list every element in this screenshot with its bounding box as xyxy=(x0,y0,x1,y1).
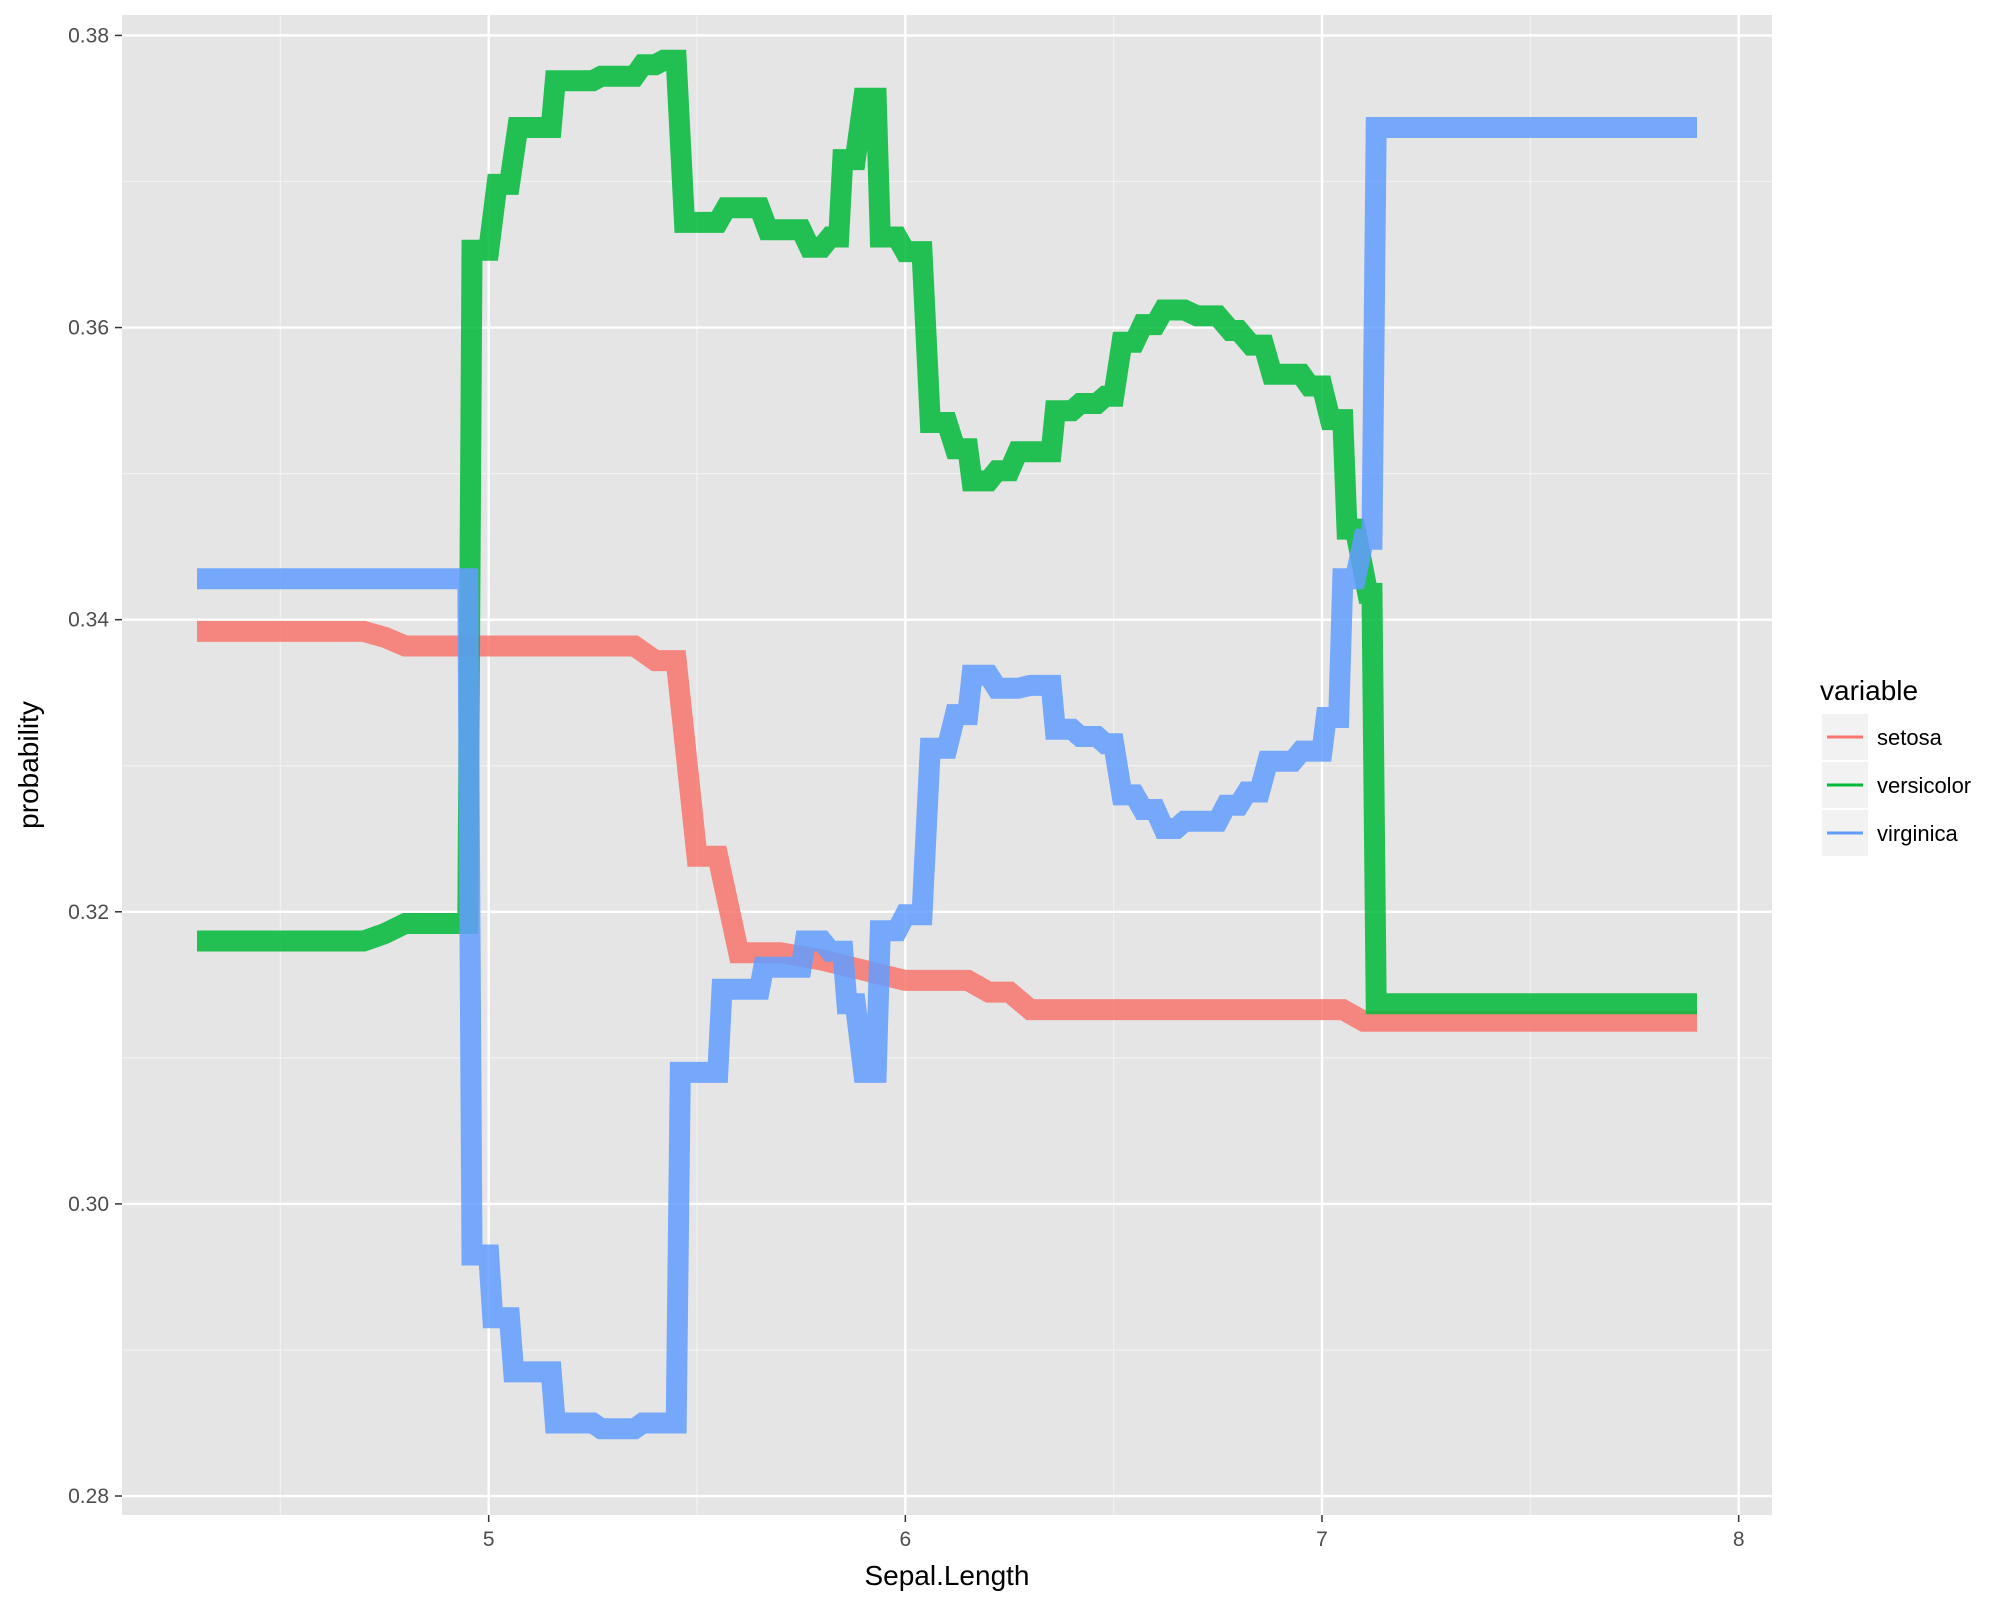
legend-label-setosa: setosa xyxy=(1877,725,1943,750)
x-tick-label: 6 xyxy=(899,1528,911,1551)
x-tick-label: 7 xyxy=(1316,1528,1328,1551)
series-line-setosa xyxy=(197,620,1697,1032)
y-tick-label: 0.34 xyxy=(68,609,109,632)
y-axis-title: probability xyxy=(13,701,44,829)
legend-item-virginica: virginica xyxy=(1822,810,1958,856)
x-axis-title: Sepal.Length xyxy=(864,1560,1029,1591)
y-tick-label: 0.38 xyxy=(68,24,109,47)
plot-panel xyxy=(122,15,1772,1515)
legend-item-versicolor: versicolor xyxy=(1822,762,1971,808)
legend-item-setosa: setosa xyxy=(1822,714,1943,760)
legend-title: variable xyxy=(1820,675,1918,706)
legend: variable setosa versicolor virginica xyxy=(1820,675,1971,856)
x-tick-label: 8 xyxy=(1733,1528,1745,1551)
y-tick-label: 0.28 xyxy=(68,1485,109,1508)
y-tick-label: 0.36 xyxy=(68,317,109,340)
series-layer xyxy=(197,49,1697,1440)
y-axis-ticks: 0.28 0.30 0.32 0.34 0.36 0.38 xyxy=(68,24,122,1508)
legend-label-virginica: virginica xyxy=(1877,821,1958,846)
x-tick-label: 5 xyxy=(483,1528,495,1551)
series-line-versicolor xyxy=(197,49,1697,1015)
legend-label-versicolor: versicolor xyxy=(1877,773,1971,798)
x-axis-ticks: 5 6 7 8 xyxy=(483,1515,1745,1551)
y-tick-label: 0.32 xyxy=(68,901,109,924)
series-line-virginica xyxy=(197,117,1697,1440)
y-tick-label: 0.30 xyxy=(68,1193,109,1216)
